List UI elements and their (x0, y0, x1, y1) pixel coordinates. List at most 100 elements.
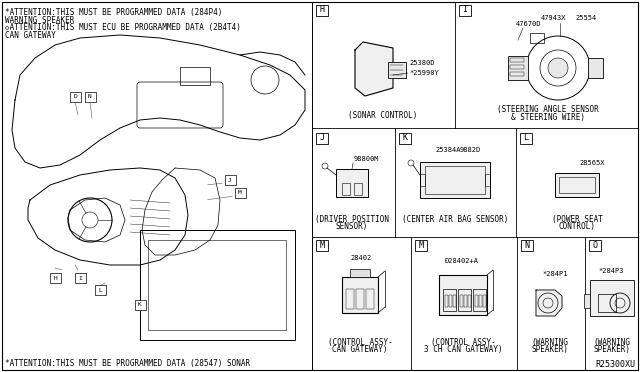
Bar (588, 58, 603, 78)
Text: (DRIVER POSITION: (DRIVER POSITION (315, 215, 389, 224)
Bar (366, 289, 374, 309)
Text: (CENTER AIR BAG SENSOR): (CENTER AIR BAG SENSOR) (402, 215, 508, 224)
Bar (148, 240, 286, 330)
Text: WARNING SPEAKER: WARNING SPEAKER (5, 16, 74, 25)
Bar (464, 295, 467, 307)
Text: J: J (319, 134, 324, 142)
Text: L: L (524, 134, 529, 142)
Text: (WARNING: (WARNING (531, 338, 568, 347)
Text: K: K (403, 134, 408, 142)
Text: 25554: 25554 (575, 15, 596, 21)
Bar (134, 300, 145, 310)
Bar (510, 72, 524, 76)
Polygon shape (536, 290, 562, 316)
Bar (399, 132, 411, 144)
Text: O: O (593, 241, 598, 250)
Bar (590, 280, 634, 316)
Text: M: M (419, 241, 424, 250)
Bar (473, 289, 486, 311)
Text: Ð28402+A: Ð28402+A (445, 258, 479, 264)
Bar (445, 295, 448, 307)
Bar (510, 58, 524, 62)
Text: *ATTENTION:THIS MUST BE PROGRAMMED DATA (28547) SONAR: *ATTENTION:THIS MUST BE PROGRAMMED DATA … (5, 359, 250, 368)
Text: 98800M: 98800M (354, 156, 380, 162)
Bar (479, 295, 482, 307)
Text: R25300XU: R25300XU (595, 360, 635, 369)
Bar (425, 166, 485, 194)
Bar (420, 162, 490, 198)
Text: 25380D: 25380D (409, 60, 435, 66)
Text: 47943X: 47943X (540, 15, 566, 21)
Bar (316, 240, 328, 250)
Bar (180, 67, 210, 85)
Bar (356, 289, 364, 309)
Text: CAN GATEWAY): CAN GATEWAY) (332, 345, 388, 354)
Bar (485, 174, 490, 186)
Bar (388, 62, 406, 78)
Text: (CONTROL ASSY-: (CONTROL ASSY- (431, 338, 495, 347)
Bar (439, 275, 487, 315)
Bar (234, 188, 246, 198)
Bar (584, 294, 590, 308)
Bar (140, 230, 295, 340)
Bar (589, 240, 601, 250)
Bar (84, 92, 95, 102)
Text: (CONTROL ASSY-: (CONTROL ASSY- (328, 338, 392, 347)
Bar (449, 295, 452, 307)
Text: M: M (238, 190, 242, 196)
Bar (342, 183, 350, 195)
Bar (336, 169, 368, 197)
Text: H: H (53, 276, 57, 280)
Text: D: D (73, 94, 77, 99)
Text: N: N (88, 94, 92, 99)
Text: CONTROL): CONTROL) (559, 222, 595, 231)
Bar (460, 295, 463, 307)
Bar (316, 132, 328, 144)
Text: SENSOR): SENSOR) (336, 222, 368, 231)
Text: 9882D: 9882D (460, 147, 481, 153)
Text: 3 CH CAN GATEWAY): 3 CH CAN GATEWAY) (424, 345, 502, 354)
Bar (475, 295, 478, 307)
Bar (559, 177, 595, 193)
Bar (225, 175, 236, 185)
Bar (95, 285, 106, 295)
Bar (346, 289, 354, 309)
Text: (SONAR CONTROL): (SONAR CONTROL) (348, 111, 418, 120)
Text: J: J (228, 177, 232, 183)
Bar (459, 4, 471, 16)
Text: 47670D: 47670D (515, 21, 541, 27)
Bar (530, 33, 544, 43)
Text: I: I (463, 6, 467, 15)
Text: *ATTENTION:THIS MUST BE PROGRAMMED DATA (284P4): *ATTENTION:THIS MUST BE PROGRAMMED DATA … (5, 8, 222, 17)
Bar (520, 132, 532, 144)
Bar (458, 289, 471, 311)
Text: *25990Y: *25990Y (409, 70, 439, 76)
Circle shape (548, 58, 568, 78)
Bar (342, 277, 378, 313)
Text: M: M (319, 241, 324, 250)
Text: *284P1: *284P1 (542, 271, 568, 277)
Text: ◇ATTENTION:THIS MUST ECU BE PROGRAMMED DATA (2B4T4): ◇ATTENTION:THIS MUST ECU BE PROGRAMMED D… (5, 23, 241, 32)
Text: I: I (78, 276, 82, 280)
Bar (468, 295, 471, 307)
Bar (521, 240, 533, 250)
Text: CAN GATEWAY: CAN GATEWAY (5, 31, 56, 40)
Text: L: L (98, 288, 102, 292)
Text: *284P3: *284P3 (598, 268, 623, 274)
Bar (420, 174, 425, 186)
Bar (508, 56, 528, 80)
Text: K: K (138, 302, 142, 308)
Text: (POWER SEAT: (POWER SEAT (552, 215, 602, 224)
Bar (70, 92, 81, 102)
Text: & STEERING WIRE): & STEERING WIRE) (511, 113, 585, 122)
Text: 28402: 28402 (350, 255, 371, 261)
Text: (WARNING: (WARNING (593, 338, 630, 347)
Text: SPEAKER): SPEAKER) (531, 345, 568, 354)
Bar (453, 295, 456, 307)
Bar (510, 65, 524, 69)
Bar (354, 183, 362, 195)
Bar (555, 173, 599, 197)
Text: SPEAKER): SPEAKER) (593, 345, 630, 354)
Bar (598, 294, 616, 312)
Bar (350, 269, 370, 277)
